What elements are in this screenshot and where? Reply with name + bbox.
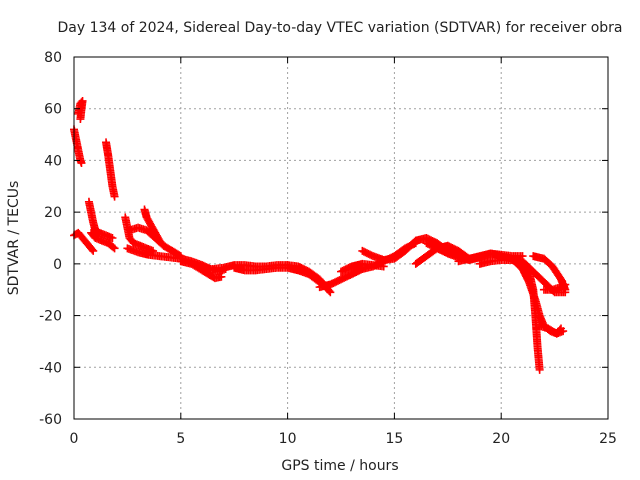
- x-axis-title: GPS time / hours: [281, 458, 398, 474]
- y-axis-title: SDTVAR / TECUs: [6, 181, 22, 296]
- data-point-marker: [217, 272, 226, 281]
- plot-frame: [73, 56, 609, 420]
- y-tick-label: 20: [44, 205, 62, 221]
- data-point-marker: [559, 281, 568, 290]
- data-point-marker: [88, 245, 97, 254]
- x-tick-label: 25: [599, 431, 617, 447]
- data-point-marker: [561, 280, 570, 289]
- data-point-marker: [110, 192, 119, 201]
- grid-lines: [74, 57, 608, 419]
- y-tick-label: 80: [44, 50, 62, 66]
- y-tick-label: 60: [44, 102, 62, 118]
- y-tick-label: -20: [39, 309, 62, 325]
- data-point-marker: [555, 325, 564, 334]
- y-tick-label: -60: [39, 412, 62, 428]
- y-tick-label: -40: [39, 360, 62, 376]
- data-point-marker: [89, 246, 98, 255]
- data-point-marker: [108, 234, 117, 242]
- data-point-marker: [76, 115, 85, 124]
- y-tick-label: 0: [53, 257, 62, 273]
- x-tick-label: 5: [176, 431, 185, 447]
- chart-title: Day 134 of 2024, Sidereal Day-to-day VTE…: [57, 20, 622, 36]
- data-point-marker: [535, 365, 544, 374]
- data-point-marker: [557, 324, 566, 333]
- data-point-marker: [77, 159, 86, 168]
- data-point-marker: [110, 244, 119, 253]
- axis-ticks: 0 5 10 15 20 25 -60 -40 -20 0 20 40 60 80: [39, 50, 617, 447]
- x-tick-label: 10: [279, 431, 297, 447]
- data-points: [70, 96, 570, 374]
- data-point-marker: [326, 288, 335, 297]
- y-tick-label: 40: [44, 153, 62, 169]
- x-tick-label: 15: [385, 431, 403, 447]
- x-tick-label: 0: [70, 431, 79, 447]
- data-point-marker: [109, 243, 118, 252]
- x-tick-label: 20: [492, 431, 510, 447]
